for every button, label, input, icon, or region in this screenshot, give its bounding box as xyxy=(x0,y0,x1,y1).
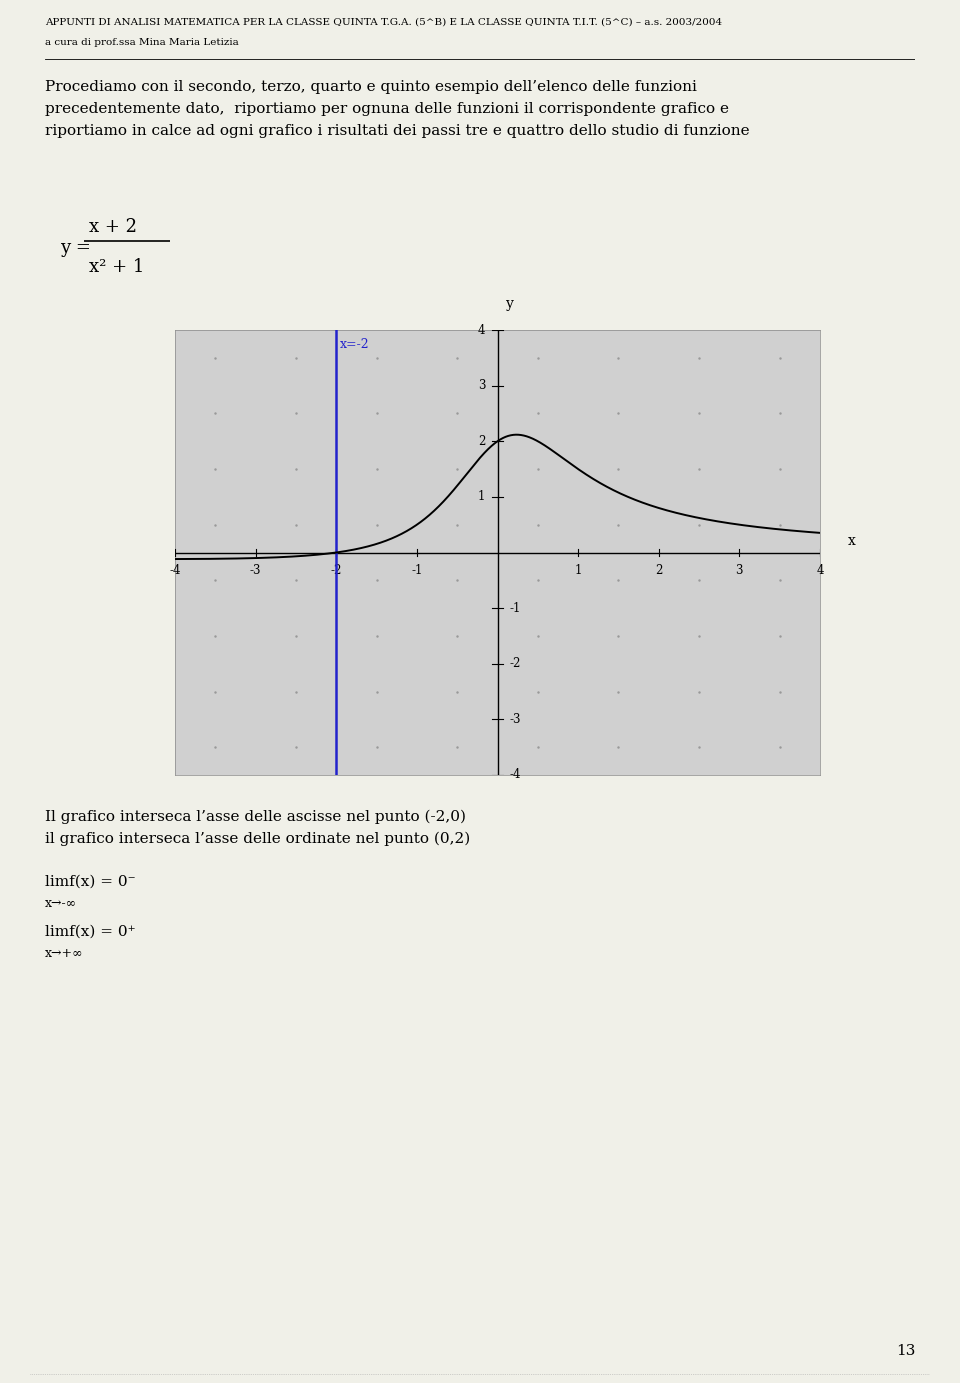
Text: 3: 3 xyxy=(735,564,743,577)
Text: y =: y = xyxy=(60,239,91,257)
Text: x→-∞: x→-∞ xyxy=(45,898,77,910)
Text: 4: 4 xyxy=(478,324,486,336)
Text: Procediamo con il secondo, terzo, quarto e quinto esempio dell’elenco delle funz: Procediamo con il secondo, terzo, quarto… xyxy=(45,80,697,94)
Text: 2: 2 xyxy=(655,564,662,577)
Text: riportiamo in calce ad ogni grafico i risultati dei passi tre e quattro dello st: riportiamo in calce ad ogni grafico i ri… xyxy=(45,124,750,138)
Text: x=-2: x=-2 xyxy=(340,339,370,351)
Text: -3: -3 xyxy=(250,564,261,577)
Text: il grafico interseca l’asse delle ordinate nel punto (0,2): il grafico interseca l’asse delle ordina… xyxy=(45,833,470,846)
Text: 3: 3 xyxy=(478,379,486,393)
Text: x→+∞: x→+∞ xyxy=(45,947,84,960)
Text: APPUNTI DI ANALISI MATEMATICA PER LA CLASSE QUINTA T.G.A. (5^B) E LA CLASSE QUIN: APPUNTI DI ANALISI MATEMATICA PER LA CLA… xyxy=(45,18,722,28)
Text: -4: -4 xyxy=(169,564,180,577)
Text: -4: -4 xyxy=(510,769,521,781)
Text: 1: 1 xyxy=(574,564,582,577)
Text: -1: -1 xyxy=(411,564,422,577)
Text: 1: 1 xyxy=(478,491,486,503)
Text: limf(x) = 0⁻: limf(x) = 0⁻ xyxy=(45,875,135,889)
Text: limf(x) = 0⁺: limf(x) = 0⁺ xyxy=(45,925,135,939)
Text: x: x xyxy=(849,534,856,548)
Text: x² + 1: x² + 1 xyxy=(88,259,144,277)
Text: -2: -2 xyxy=(330,564,342,577)
Text: x + 2: x + 2 xyxy=(88,219,137,236)
Text: 13: 13 xyxy=(896,1344,915,1358)
Text: -1: -1 xyxy=(510,602,521,614)
Text: 2: 2 xyxy=(478,434,486,448)
Text: a cura di prof.ssa Mina Maria Letizia: a cura di prof.ssa Mina Maria Letizia xyxy=(45,37,239,47)
Text: 4: 4 xyxy=(816,564,824,577)
Text: precedentemente dato,  riportiamo per ognuna delle funzioni il corrispondente gr: precedentemente dato, riportiamo per ogn… xyxy=(45,102,729,116)
Text: -2: -2 xyxy=(510,657,521,671)
Text: y: y xyxy=(506,296,514,311)
Text: -3: -3 xyxy=(510,712,521,726)
Text: Il grafico interseca l’asse delle ascisse nel punto (-2,0): Il grafico interseca l’asse delle asciss… xyxy=(45,810,466,824)
